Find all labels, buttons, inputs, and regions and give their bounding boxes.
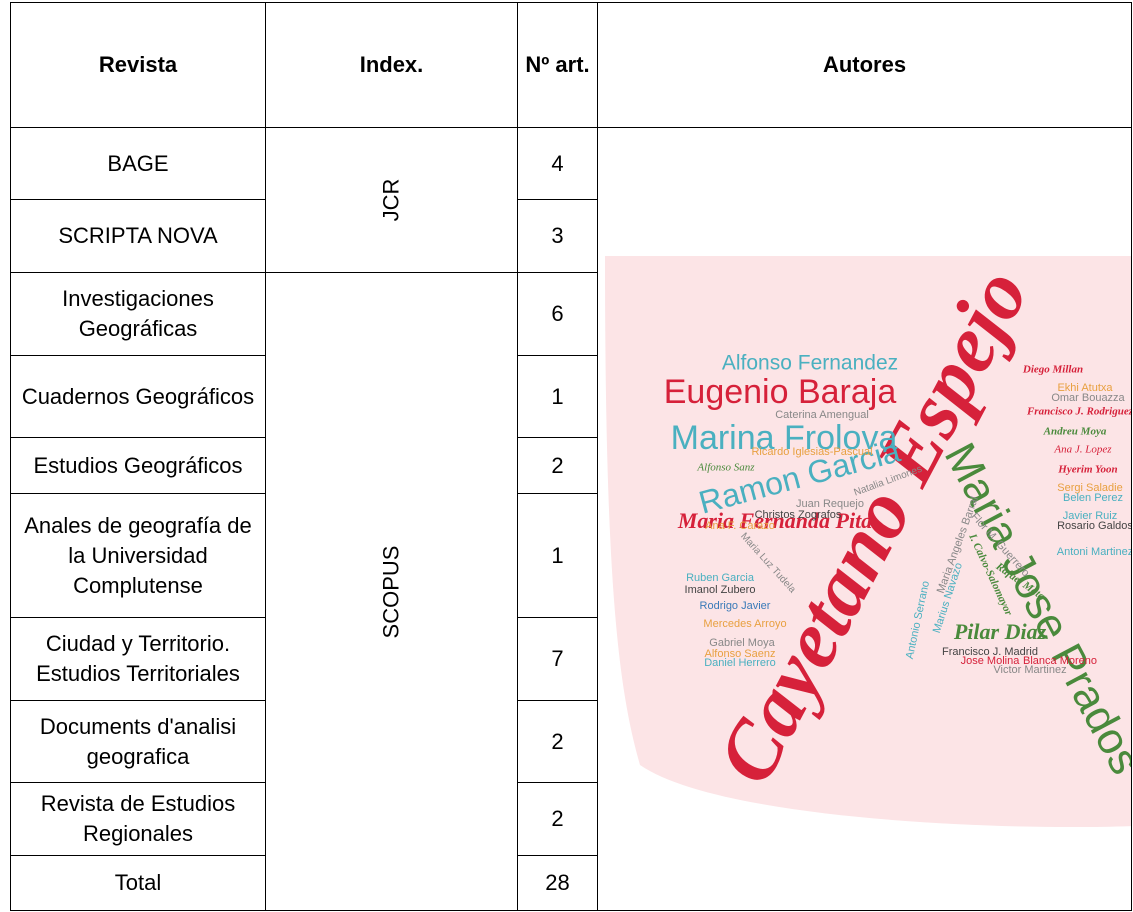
- n-art-cell: 6: [517, 272, 598, 356]
- n-art-cell: 1: [517, 493, 598, 618]
- cloud-word: Maria Fernanda Pita: [677, 508, 872, 533]
- n-art-cell: 2: [517, 782, 598, 856]
- cloud-word: Marina Frolova: [671, 419, 898, 457]
- header-revista: Revista: [10, 2, 266, 128]
- index-cell: SCOPUS: [265, 272, 518, 911]
- cloud-word: Diego Millan: [1022, 364, 1083, 376]
- n-art-cell: 3: [517, 199, 598, 273]
- cloud-word: Alfonso Saenz: [705, 648, 776, 660]
- cloud-word: Christos Zografos: [755, 509, 842, 521]
- index-label: JCR: [378, 178, 404, 222]
- revista-cell: Documents d'analisi geografica: [10, 700, 266, 783]
- n-art-cell: 2: [517, 700, 598, 783]
- cloud-word: Blanca Moreno: [1023, 655, 1097, 667]
- cloud-word: Gabriel Moya: [709, 637, 775, 649]
- revista-cell: BAGE: [10, 127, 266, 200]
- cloud-word: Belen Perez: [1063, 492, 1123, 504]
- cloud-word: Mercedes Arroyo: [703, 618, 786, 630]
- revista-cell: Ciudad y Territorio. Estudios Territoria…: [10, 617, 266, 701]
- cloud-word: Ricardo Iglesias-Pascual: [751, 446, 872, 458]
- cloud-word: Imanol Zubero: [685, 584, 756, 596]
- index-label: SCOPUS: [378, 545, 404, 638]
- total-value: 28: [517, 855, 598, 911]
- cloud-word: Francisco J. Madrid: [942, 646, 1038, 658]
- cloud-word: Ruben Garcia: [686, 572, 755, 584]
- revista-cell: Anales de geografía de la Universidad Co…: [10, 493, 266, 618]
- cloud-word: Eugenio Baraja: [664, 373, 897, 411]
- revista-cell: Cuadernos Geográficos: [10, 355, 266, 438]
- revista-cell: Estudios Geográficos: [10, 437, 266, 494]
- cloud-word: Pilar Diaz: [953, 619, 1047, 644]
- header-n-art: Nº art.: [517, 2, 598, 128]
- n-art-cell: 2: [517, 437, 598, 494]
- cloud-word: Antoni Martinez: [1057, 546, 1131, 558]
- cloud-word: Ana J. Lopez: [1053, 444, 1112, 456]
- n-art-cell: 4: [517, 127, 598, 200]
- cloud-word: Alfonso Sanz: [696, 462, 755, 474]
- cloud-word: Victor Martinez: [993, 664, 1066, 676]
- cloud-word: Andreu Moya: [1043, 426, 1107, 438]
- cloud-word: Ana F. Carazo: [705, 520, 775, 532]
- index-cell: JCR: [265, 127, 518, 273]
- cloud-word: Sergi Saladie: [1057, 482, 1122, 494]
- cloud-word: Rodrigo Javier: [700, 600, 771, 612]
- cloud-word: Hyerim Yoon: [1057, 464, 1117, 476]
- cloud-word: Daniel Herrero: [704, 657, 776, 669]
- total-label: Total: [10, 855, 266, 911]
- cloud-word: Caterina Amengual: [775, 409, 869, 421]
- cloud-word: Ekhi Atutxa: [1057, 382, 1113, 394]
- revista-cell: Revista de Estudios Regionales: [10, 782, 266, 856]
- cloud-word: Francisco J. Rodriguez: [1026, 406, 1131, 418]
- header-autores: Autores: [597, 2, 1132, 128]
- cloud-word: Javier Ruiz: [1063, 510, 1117, 522]
- cloud-word: Juan Requejo: [796, 498, 864, 510]
- revista-cell: SCRIPTA NOVA: [10, 199, 266, 273]
- cloud-word: Alfonso Fernandez: [722, 352, 898, 375]
- n-art-cell: 1: [517, 355, 598, 438]
- autores-cell: [597, 127, 1132, 911]
- cloud-word: Rosario Galdos: [1057, 520, 1131, 532]
- header-index: Index.: [265, 2, 518, 128]
- revista-cell: Investigaciones Geográficas: [10, 272, 266, 356]
- cloud-word: Omar Bouazza: [1051, 392, 1125, 404]
- cloud-background: [605, 256, 1131, 828]
- n-art-cell: 7: [517, 617, 598, 701]
- cloud-word: Jose Molina: [961, 655, 1021, 667]
